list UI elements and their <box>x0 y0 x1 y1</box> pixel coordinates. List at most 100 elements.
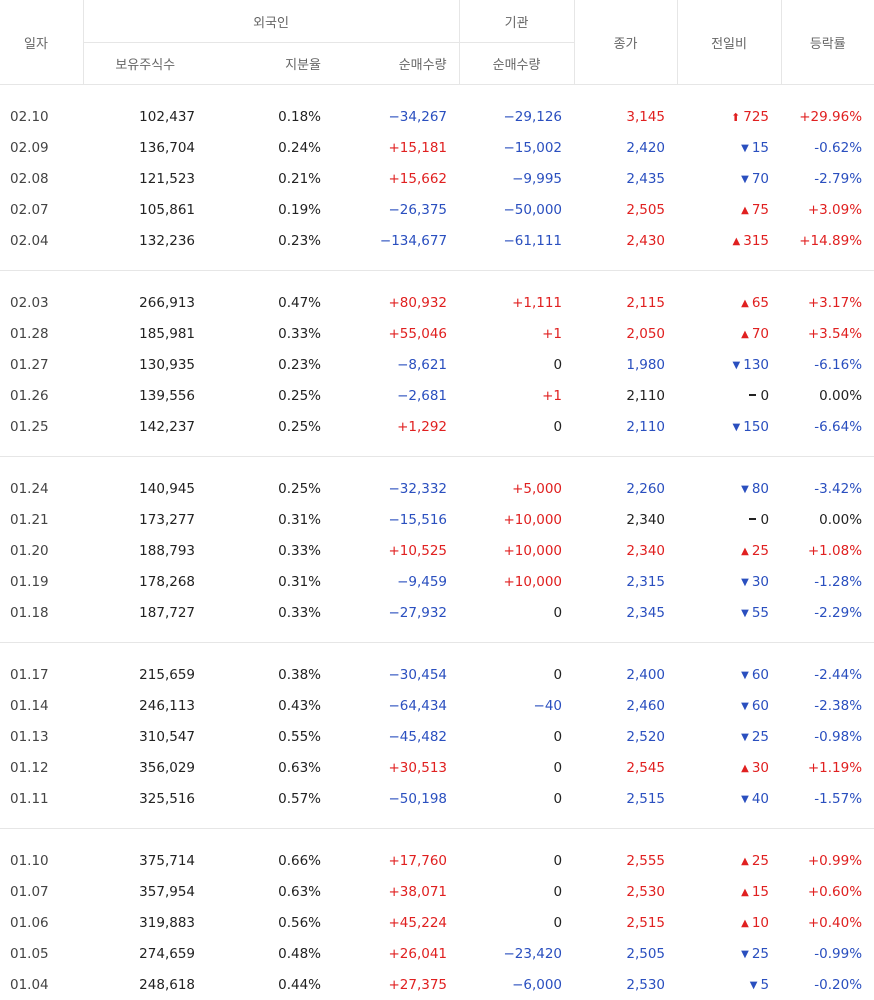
share-cell: 0.48% <box>207 938 333 969</box>
close-cell: 2,340 <box>574 535 677 566</box>
inst-net-cell: −29,126 <box>459 101 574 132</box>
change-cell: ▲25 <box>677 535 781 566</box>
inst-net-cell: +10,000 <box>459 535 574 566</box>
inst-net-cell: +10,000 <box>459 566 574 597</box>
header-foreign-net: 순매수량 <box>333 43 459 85</box>
close-cell: 2,515 <box>574 783 677 814</box>
foreign-net-cell: −32,332 <box>333 473 459 504</box>
triangle-down-icon: ▼ <box>741 732 749 743</box>
triangle-up-icon: ▲ <box>741 546 749 557</box>
close-cell: 2,340 <box>574 504 677 535</box>
date-cell: 02.08 <box>0 163 83 194</box>
triangle-up-icon: ▲ <box>741 298 749 309</box>
holdings-cell: 310,547 <box>83 721 207 752</box>
change-cell: ▼60 <box>677 659 781 690</box>
share-cell: 0.21% <box>207 163 333 194</box>
change-value: 25 <box>752 729 769 745</box>
foreign-net-cell: +80,932 <box>333 287 459 318</box>
date-cell: 01.14 <box>0 690 83 721</box>
foreign-net-cell: −9,459 <box>333 566 459 597</box>
share-cell: 0.24% <box>207 132 333 163</box>
spacer-cell <box>0 85 874 102</box>
close-cell: 2,050 <box>574 318 677 349</box>
foreign-net-cell: +30,513 <box>333 752 459 783</box>
close-cell: 2,315 <box>574 566 677 597</box>
close-cell: 2,260 <box>574 473 677 504</box>
date-cell: 01.04 <box>0 969 83 1000</box>
change-cell: ▲10 <box>677 907 781 938</box>
date-cell: 02.03 <box>0 287 83 318</box>
change-cell: ▲315 <box>677 225 781 256</box>
close-cell: 2,530 <box>574 876 677 907</box>
date-cell: 01.24 <box>0 473 83 504</box>
close-cell: 2,460 <box>574 690 677 721</box>
change-value: 65 <box>752 295 769 311</box>
change-value: 30 <box>752 760 769 776</box>
date-cell: 01.06 <box>0 907 83 938</box>
foreign-net-cell: +55,046 <box>333 318 459 349</box>
rate-cell: +0.40% <box>781 907 874 938</box>
group-spacer <box>0 457 874 474</box>
change-value: 10 <box>752 915 769 931</box>
foreign-net-cell: +27,375 <box>333 969 459 1000</box>
share-cell: 0.55% <box>207 721 333 752</box>
holdings-cell: 140,945 <box>83 473 207 504</box>
rate-cell: +0.99% <box>781 845 874 876</box>
spacer-cell <box>0 814 874 829</box>
share-cell: 0.63% <box>207 752 333 783</box>
close-cell: 2,420 <box>574 132 677 163</box>
group-spacer <box>0 829 874 846</box>
change-cell: ▲30 <box>677 752 781 783</box>
date-cell: 01.20 <box>0 535 83 566</box>
share-cell: 0.43% <box>207 690 333 721</box>
triangle-up-icon: ▲ <box>733 236 741 247</box>
rate-cell: -2.29% <box>781 597 874 628</box>
rate-cell: 0.00% <box>781 504 874 535</box>
spacer-cell <box>0 643 874 660</box>
rate-cell: +3.09% <box>781 194 874 225</box>
header-change: 전일비 <box>677 0 781 85</box>
holdings-cell: 121,523 <box>83 163 207 194</box>
date-cell: 01.28 <box>0 318 83 349</box>
rate-cell: +3.17% <box>781 287 874 318</box>
change-cell: ▼55 <box>677 597 781 628</box>
unchanged-dash-icon <box>749 518 756 520</box>
change-value: 315 <box>743 233 769 249</box>
inst-net-cell: 0 <box>459 597 574 628</box>
holdings-cell: 248,618 <box>83 969 207 1000</box>
holdings-cell: 187,727 <box>83 597 207 628</box>
foreign-net-cell: +26,041 <box>333 938 459 969</box>
inst-net-cell: 0 <box>459 659 574 690</box>
holdings-cell: 136,704 <box>83 132 207 163</box>
holdings-cell: 325,516 <box>83 783 207 814</box>
close-cell: 3,145 <box>574 101 677 132</box>
change-cell: ▼5 <box>677 969 781 1000</box>
date-cell: 01.21 <box>0 504 83 535</box>
close-cell: 2,505 <box>574 938 677 969</box>
triangle-down-icon: ▼ <box>741 670 749 681</box>
date-cell: 02.10 <box>0 101 83 132</box>
share-cell: 0.18% <box>207 101 333 132</box>
group-spacer <box>0 628 874 643</box>
rate-cell: -1.28% <box>781 566 874 597</box>
share-cell: 0.57% <box>207 783 333 814</box>
close-cell: 2,110 <box>574 411 677 442</box>
holdings-cell: 266,913 <box>83 287 207 318</box>
holdings-cell: 246,113 <box>83 690 207 721</box>
share-cell: 0.63% <box>207 876 333 907</box>
triangle-down-icon: ▼ <box>741 701 749 712</box>
holdings-cell: 173,277 <box>83 504 207 535</box>
date-cell: 02.09 <box>0 132 83 163</box>
change-cell: ▼25 <box>677 938 781 969</box>
change-value: 25 <box>752 543 769 559</box>
rate-cell: -0.20% <box>781 969 874 1000</box>
